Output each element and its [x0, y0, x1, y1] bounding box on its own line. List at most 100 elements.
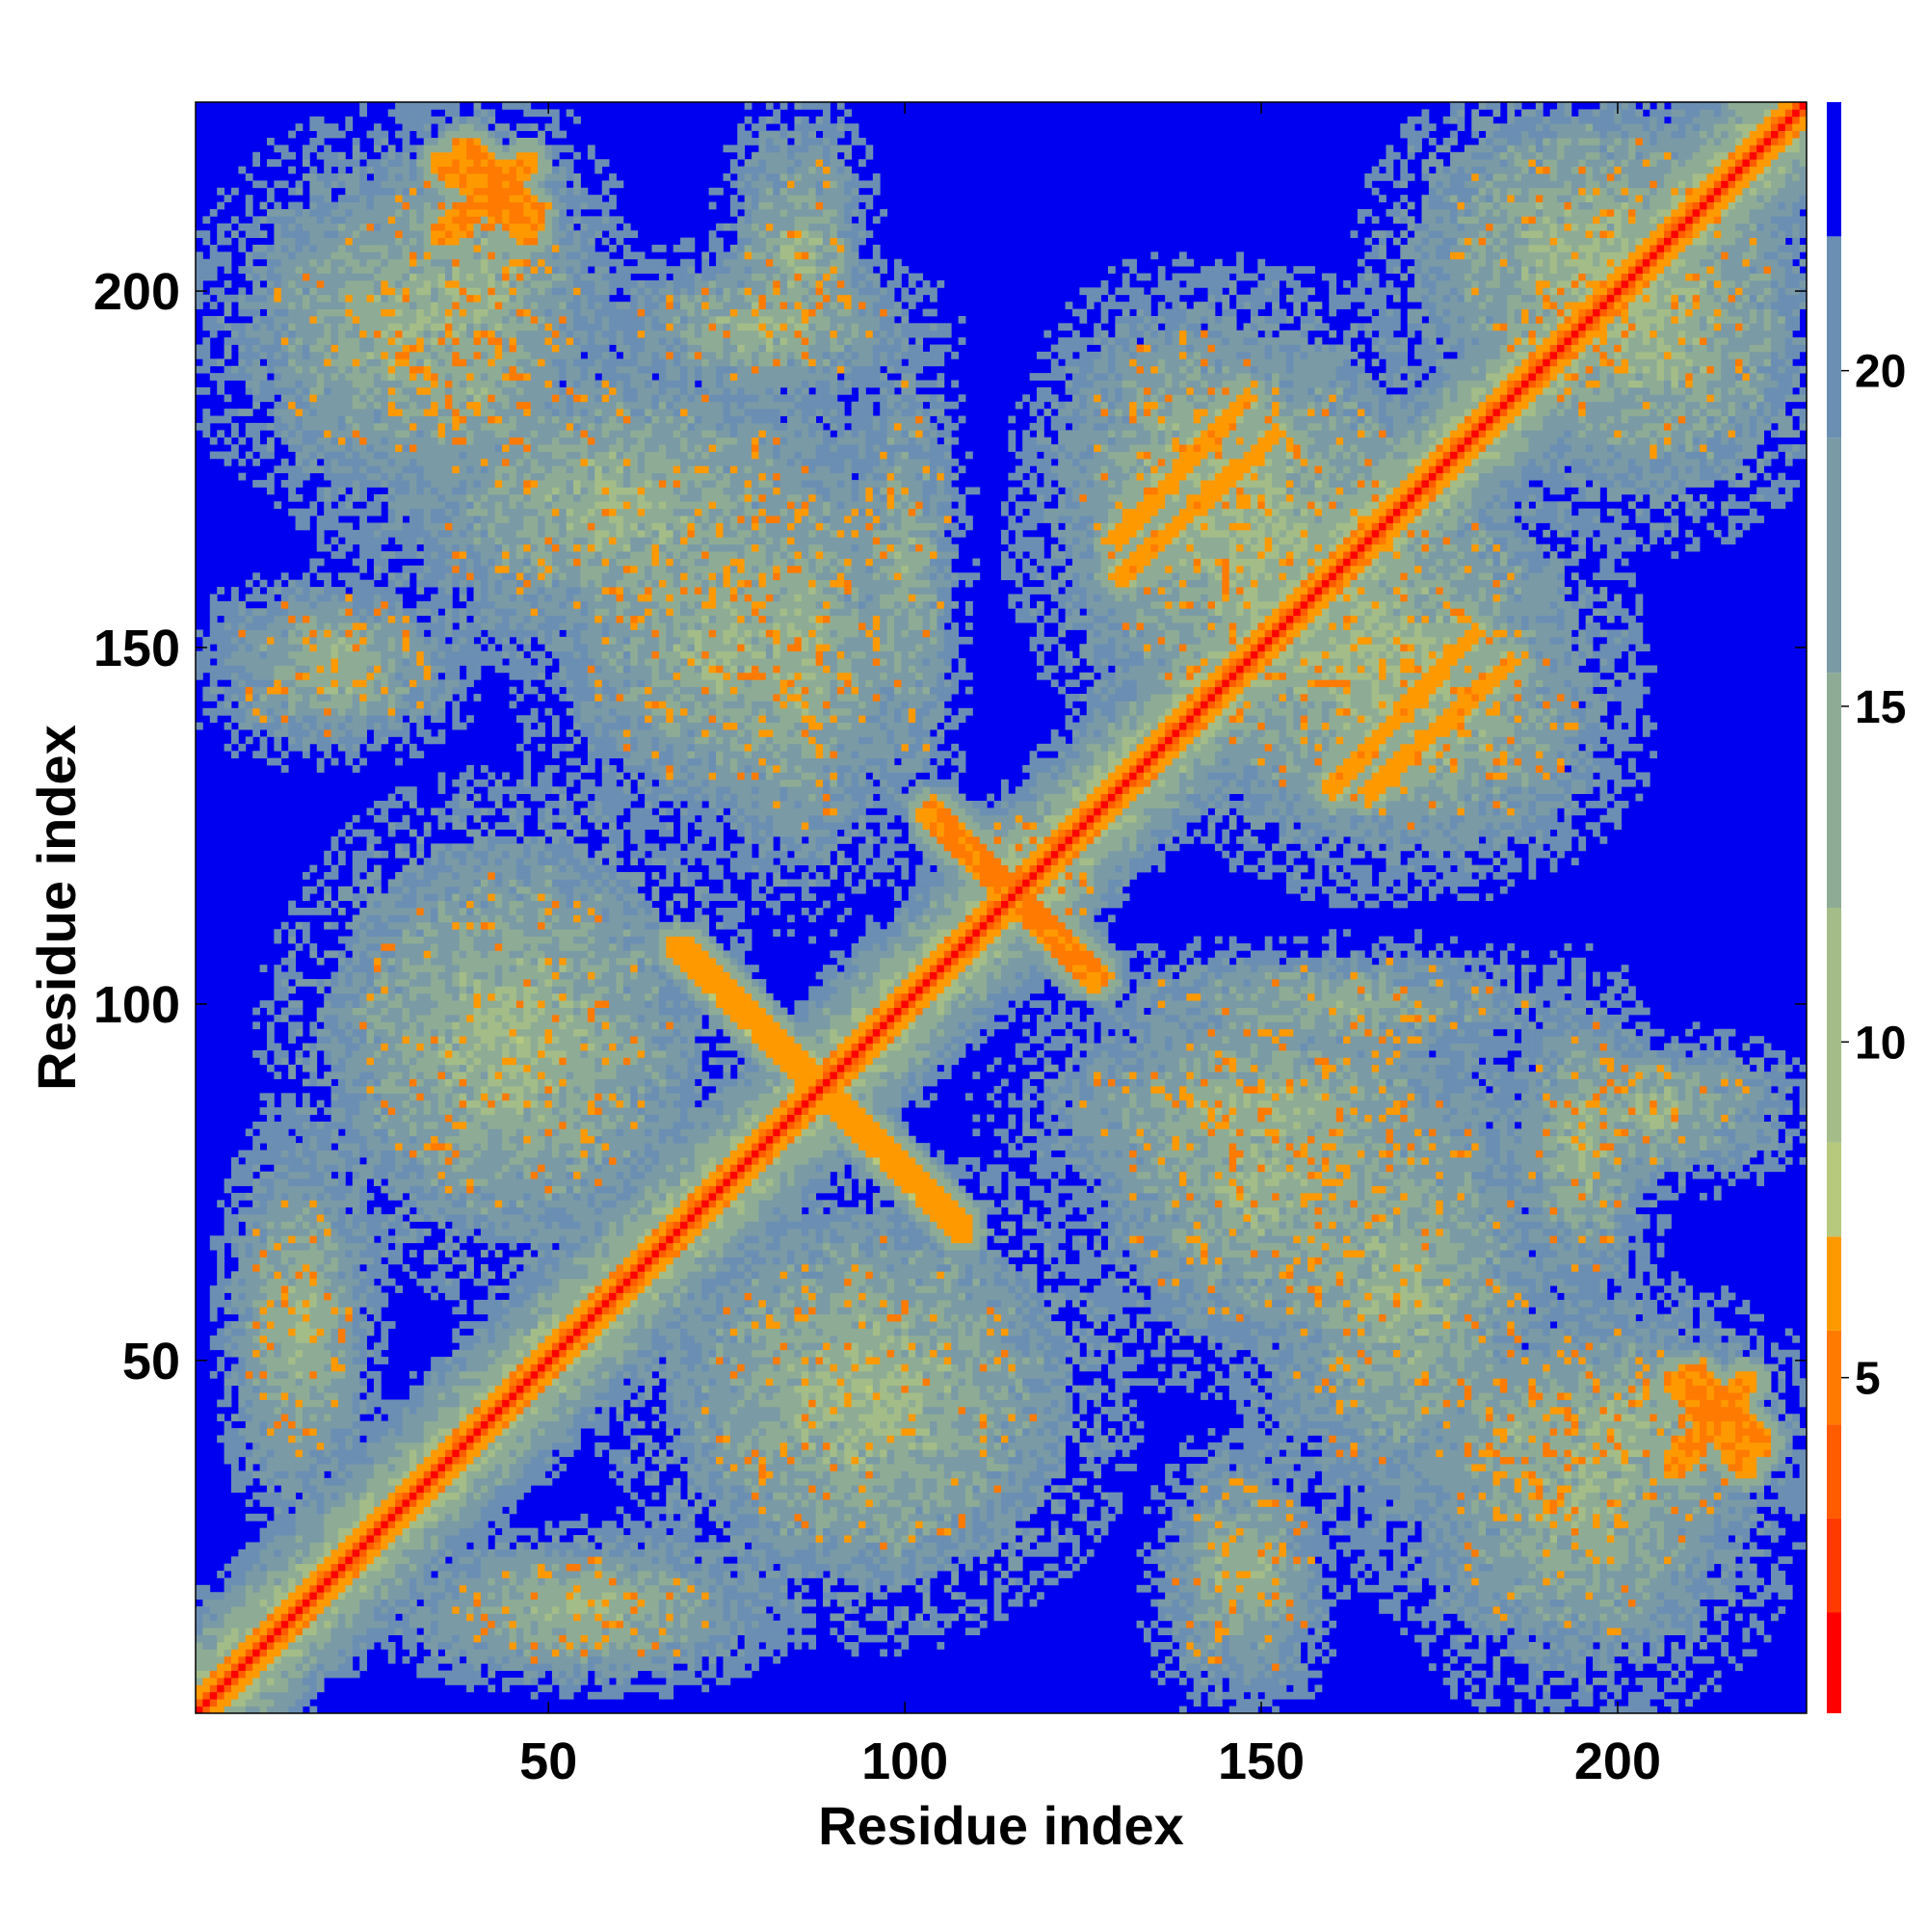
heatmap-cell — [338, 523, 346, 531]
heatmap-cell — [303, 1449, 310, 1457]
heatmap-cell — [324, 1264, 331, 1272]
heatmap-cell — [324, 295, 331, 303]
heatmap-cell — [210, 316, 218, 324]
heatmap-cell — [238, 1271, 246, 1279]
heatmap-cell — [303, 736, 310, 744]
heatmap-cell — [374, 159, 382, 167]
heatmap-cell — [367, 1485, 375, 1493]
heatmap-cell — [345, 651, 353, 659]
heatmap-cell — [281, 1214, 289, 1222]
heatmap-cell — [345, 358, 353, 366]
heatmap-cell — [424, 1371, 432, 1379]
heatmap-cell — [416, 480, 424, 488]
heatmap-cell — [403, 1407, 410, 1415]
heatmap-cell — [381, 530, 388, 538]
heatmap-cell — [424, 316, 432, 324]
heatmap-cell — [303, 1350, 310, 1358]
heatmap-cell — [353, 1371, 360, 1379]
heatmap-cell — [288, 587, 296, 595]
heatmap-cell — [288, 1478, 296, 1486]
heatmap-cell — [409, 259, 417, 267]
heatmap-cell — [345, 394, 353, 402]
heatmap-cell — [338, 1442, 346, 1450]
heatmap-cell — [331, 373, 339, 381]
heatmap-cell — [224, 708, 232, 716]
heatmap-cell — [345, 629, 353, 637]
heatmap-cell — [424, 530, 432, 538]
heatmap-cell — [274, 180, 281, 188]
heatmap-cell — [424, 1449, 432, 1457]
heatmap-cell — [246, 1549, 253, 1557]
heatmap-cell — [331, 608, 339, 616]
heatmap-cell — [238, 331, 246, 338]
heatmap-cell — [345, 480, 353, 488]
heatmap-cell — [331, 1435, 339, 1442]
heatmap-cell — [359, 1044, 367, 1051]
heatmap-cell — [403, 444, 410, 452]
heatmap-cell — [238, 1606, 246, 1614]
heatmap-cell — [267, 1115, 275, 1123]
heatmap-cell — [246, 1464, 253, 1471]
heatmap-cell — [267, 1229, 275, 1236]
heatmap-cell — [345, 1008, 353, 1016]
heatmap-cell — [303, 173, 310, 181]
heatmap-cell — [296, 1470, 304, 1478]
heatmap-cell — [395, 580, 403, 588]
heatmap-cell — [367, 1514, 375, 1522]
heatmap-cell — [331, 1528, 339, 1536]
heatmap-cell — [431, 1157, 438, 1165]
heatmap-cell — [217, 608, 224, 616]
heatmap-cell — [367, 943, 375, 951]
heatmap-cell — [246, 687, 253, 695]
heatmap-cell — [424, 1535, 432, 1543]
heatmap-cell — [424, 1407, 432, 1415]
heatmap-cell — [288, 744, 296, 752]
heatmap-cell — [196, 1649, 203, 1656]
heatmap-cell — [403, 465, 410, 473]
heatmap-cell — [324, 1363, 331, 1371]
heatmap-cell — [367, 637, 375, 645]
heatmap-cell — [403, 1635, 410, 1643]
heatmap-cell — [403, 794, 410, 802]
heatmap-cell — [374, 1392, 382, 1400]
heatmap-cell — [303, 1549, 310, 1557]
heatmap-cell — [252, 729, 260, 737]
heatmap-cell — [217, 1329, 224, 1337]
heatmap-cell — [374, 1178, 382, 1186]
heatmap-cell — [431, 1542, 438, 1549]
heatmap-cell — [367, 530, 375, 538]
heatmap-cell — [367, 1235, 375, 1243]
heatmap-cell — [388, 195, 396, 202]
heatmap-cell — [424, 480, 432, 488]
heatmap-cell — [224, 637, 232, 645]
heatmap-cell — [274, 1386, 281, 1393]
heatmap-cell — [416, 950, 424, 958]
heatmap-cell — [395, 117, 403, 124]
heatmap-cell — [403, 402, 410, 410]
heatmap-cell — [252, 1600, 260, 1607]
heatmap-cell — [424, 1577, 432, 1585]
heatmap-cell — [288, 1435, 296, 1442]
heatmap-cell — [260, 1093, 268, 1100]
heatmap-cell — [374, 1564, 382, 1572]
heatmap-cell — [409, 1164, 417, 1172]
heatmap-cell — [317, 1178, 325, 1186]
heatmap-cell — [309, 1357, 317, 1364]
heatmap-cell — [353, 1044, 360, 1051]
heatmap-cell — [324, 473, 331, 481]
heatmap-cell — [359, 287, 367, 295]
heatmap-cell — [431, 1214, 438, 1222]
heatmap-cell — [388, 922, 396, 930]
heatmap-cell — [395, 1086, 403, 1094]
heatmap-cell — [224, 1229, 232, 1236]
heatmap-cell — [281, 394, 289, 402]
heatmap-cell — [274, 1613, 281, 1621]
heatmap-cell — [431, 1044, 438, 1051]
heatmap-cell — [395, 1136, 403, 1144]
heatmap-cell — [353, 1065, 360, 1072]
heatmap-cell — [274, 1478, 281, 1486]
heatmap-cell — [281, 180, 289, 188]
heatmap-cell — [403, 729, 410, 737]
heatmap-cell — [338, 274, 346, 281]
